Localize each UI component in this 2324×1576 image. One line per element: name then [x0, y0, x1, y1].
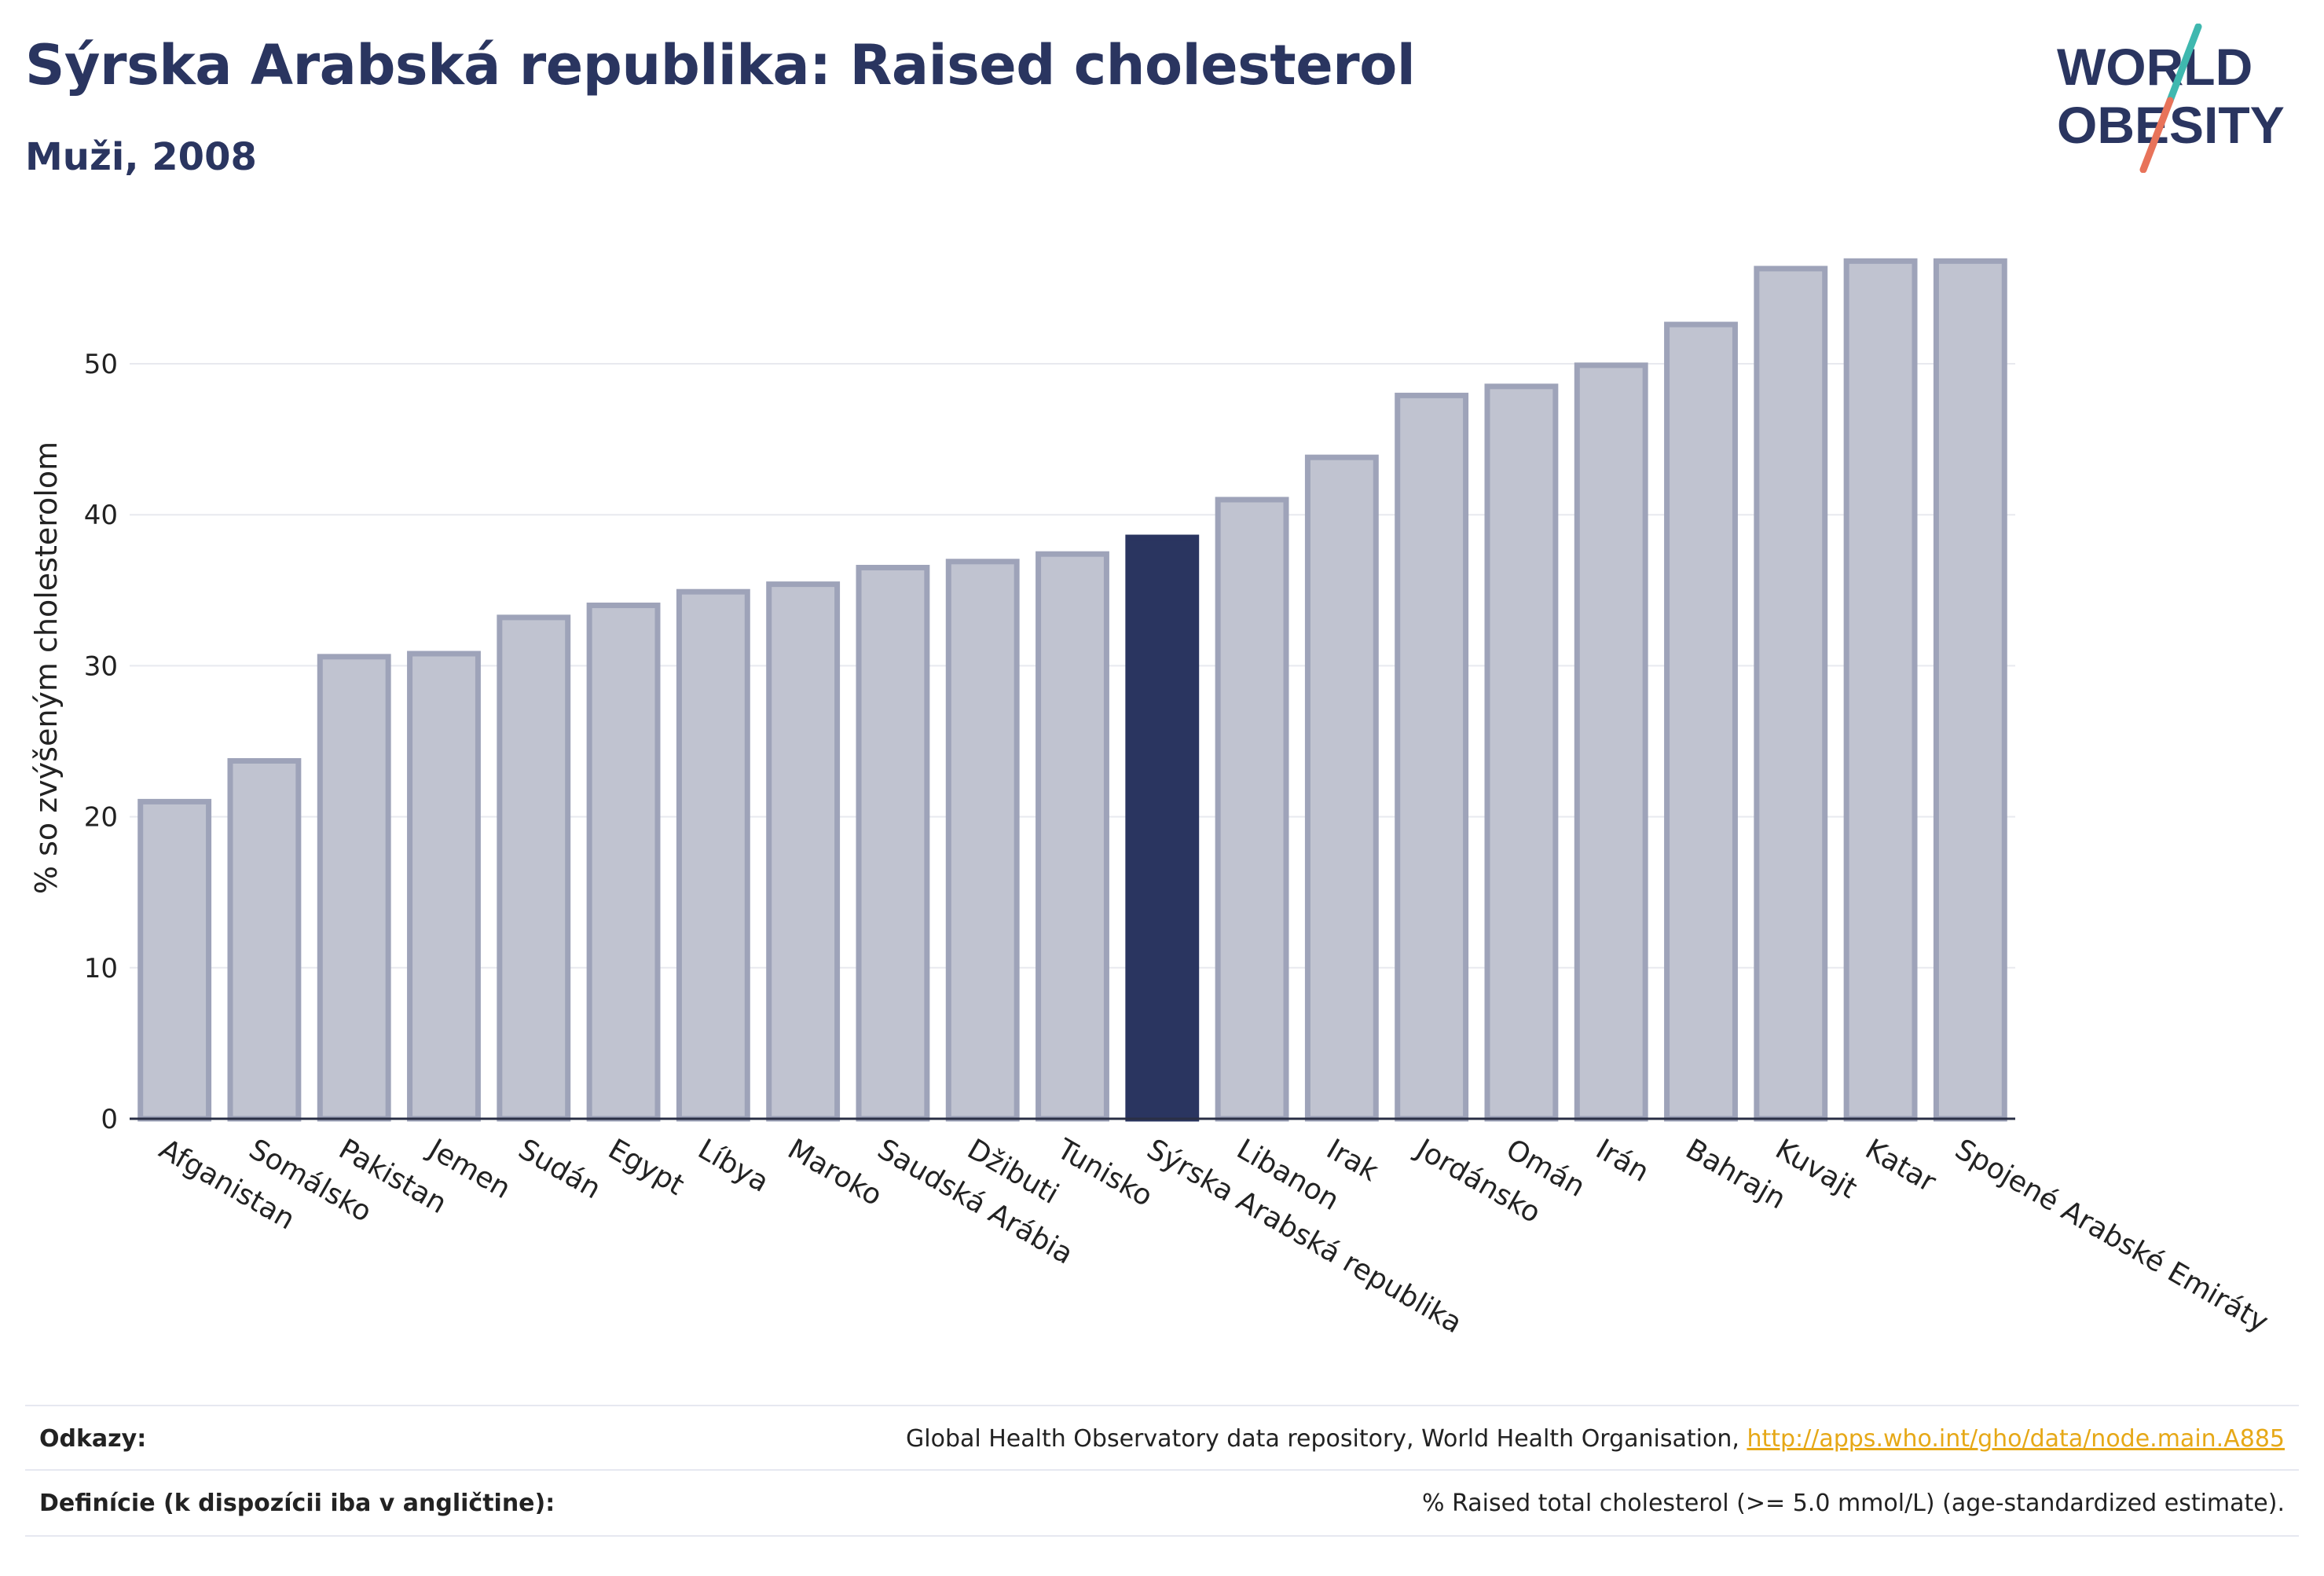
footer-sources-row: Odkazy: Global Health Observatory data r… [25, 1405, 2299, 1471]
y-tick-label: 50 [84, 349, 118, 380]
bar[interactable] [766, 581, 841, 1122]
x-tick-label: Spojené Arabské Emiráty [1949, 1133, 2273, 1339]
bar-chart: 0 10 20 30 40 50 AfganistanSomálskoPakistanJe… [29, 258, 2274, 1340]
footer-sources-value: Global Health Observatory data repositor… [906, 1425, 2285, 1453]
bar[interactable] [227, 757, 302, 1122]
y-axis-label: % so zvýšeným cholesterolom [29, 442, 64, 894]
bar[interactable] [586, 603, 661, 1122]
bar[interactable] [945, 559, 1020, 1122]
x-tick-label: Sudán [513, 1133, 607, 1205]
world-obesity-logo: WORLD OBESITY [2057, 24, 2285, 173]
x-tick-label: Irak [1321, 1133, 1384, 1188]
x-tick-label: Bahrajn [1681, 1133, 1791, 1215]
footer-definitions-value: % Raised total cholesterol (>= 5.0 mmol/… [1422, 1490, 2285, 1517]
footer-sources-label: Odkazy: [39, 1425, 147, 1453]
logo-slash-top-icon [2166, 24, 2202, 104]
x-tick-label: Líbya [692, 1133, 774, 1199]
y-tick-label: 40 [84, 500, 118, 531]
bar[interactable] [1574, 362, 1648, 1122]
bar[interactable] [676, 588, 750, 1122]
footer-definitions-label: Definície (k dispozícii iba v angličtine… [39, 1490, 555, 1517]
y-tick-label: 0 [101, 1104, 118, 1135]
bar[interactable] [317, 654, 391, 1122]
bar[interactable] [1215, 497, 1289, 1122]
y-tick-label: 20 [84, 802, 118, 834]
logo-word-world: WORLD [2057, 38, 2253, 96]
bar[interactable] [1484, 383, 1559, 1122]
bar[interactable] [1664, 321, 1738, 1122]
bars-layer [137, 258, 2007, 1122]
bar[interactable] [1754, 266, 1828, 1122]
bar[interactable] [137, 798, 212, 1122]
page-subtitle: Muži, 2008 [25, 135, 257, 179]
x-tick-label: Egypt [603, 1133, 689, 1201]
y-tick-label: 10 [84, 953, 118, 984]
footer-sources-link[interactable]: http://apps.who.int/gho/data/node.main.A… [1747, 1425, 2285, 1453]
y-tick-labels: 0 10 20 30 40 50 [84, 349, 118, 1135]
x-tick-labels: AfganistanSomálskoPakistanJemenSudánEgyp… [154, 1132, 2274, 1340]
bar[interactable] [1125, 534, 1200, 1122]
x-tick-label: Tunisko [1051, 1133, 1158, 1213]
footer-definitions-row: Definície (k dispozícii iba v angličtine… [25, 1469, 2299, 1537]
x-tick-label: Katar [1860, 1133, 1941, 1199]
y-tick-label: 30 [84, 651, 118, 682]
bar[interactable] [407, 651, 481, 1122]
bar[interactable] [1843, 258, 1918, 1122]
bar[interactable] [1036, 551, 1109, 1122]
x-tick-label: Irán [1590, 1133, 1654, 1189]
bar[interactable] [497, 614, 571, 1122]
logo-slash-bottom-icon [2139, 97, 2174, 173]
bar[interactable] [1933, 258, 2007, 1122]
x-tick-label: Maroko [783, 1133, 888, 1212]
bar[interactable] [856, 564, 930, 1122]
bar[interactable] [1395, 392, 1469, 1122]
page-title: Sýrska Arabská republika: Raised cholest… [25, 33, 1416, 97]
bar[interactable] [1304, 454, 1379, 1122]
footer-sources-text: Global Health Observatory data repositor… [906, 1425, 1747, 1453]
